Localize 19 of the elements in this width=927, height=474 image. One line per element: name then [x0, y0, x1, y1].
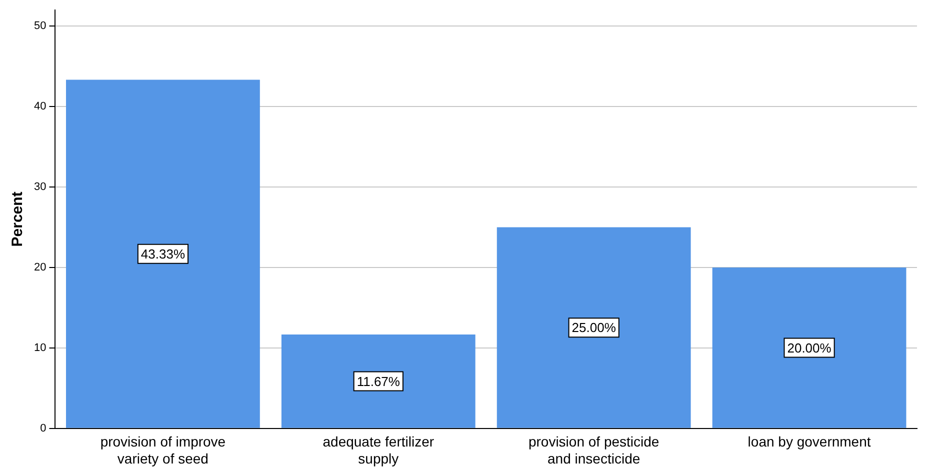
- x-tick-label: adequate fertilizer supply: [322, 434, 434, 466]
- data-label: 20.00%: [787, 340, 832, 356]
- y-tick-label: 40: [34, 100, 46, 113]
- y-axis-title: Percent: [9, 192, 26, 247]
- data-label: 11.67%: [356, 374, 400, 389]
- data-label: 25.00%: [572, 320, 616, 336]
- x-tick-label: provision of pesticide and insecticide: [528, 434, 660, 466]
- x-tick-label: provision of improve variety of seed: [100, 434, 226, 466]
- bar: [66, 80, 260, 428]
- bar: [496, 227, 691, 428]
- bar: [712, 267, 906, 428]
- y-tick-label: 30: [34, 181, 46, 194]
- y-tick-label: 0: [40, 422, 46, 434]
- y-tick-label: 50: [34, 20, 46, 32]
- y-tick-label: 20: [34, 262, 46, 274]
- y-tick-label: 10: [34, 342, 46, 354]
- x-tick-label: loan by government: [748, 434, 871, 450]
- data-label: 43.33%: [140, 246, 186, 262]
- bar: [281, 334, 476, 428]
